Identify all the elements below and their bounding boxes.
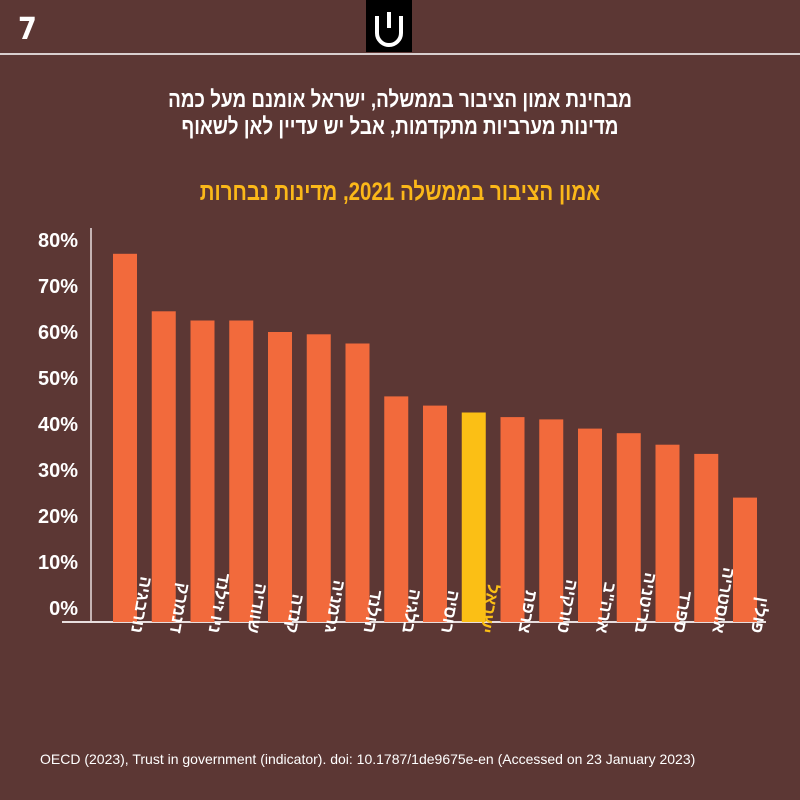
y-tick-label: 70%	[38, 276, 78, 298]
y-tick-label: 80%	[38, 230, 78, 252]
bar-0	[113, 253, 137, 623]
bar-11	[539, 419, 564, 622]
source-citation: OECD (2023), Trust in government (indica…	[40, 751, 696, 767]
chart-title: אמון הציבור בממשלה 2021, מדינות נבחרות	[199, 178, 601, 206]
y-tick-label: 50%	[38, 368, 78, 390]
bar-10	[500, 417, 525, 622]
y-tick-label: 60%	[38, 322, 78, 344]
bar-2	[190, 320, 215, 622]
bar-4	[268, 332, 292, 622]
y-tick-label: 40%	[38, 414, 78, 436]
page-number: 7	[18, 12, 37, 47]
y-tick-label: 0%	[49, 598, 78, 620]
headline: מבחינת אמון הציבור בממשלה, ישראל אומנם מ…	[72, 86, 728, 140]
headline-line-1: מבחינת אמון הציבור בממשלה, ישראל אומנם מ…	[168, 86, 632, 112]
bar-16	[733, 497, 757, 622]
bar-8	[423, 405, 447, 622]
header-divider	[0, 53, 800, 55]
bar-9	[461, 412, 486, 622]
bar-7	[384, 396, 409, 622]
logo-icon	[366, 0, 412, 52]
bar-3	[229, 320, 254, 622]
bar-14	[655, 444, 680, 622]
y-tick-label: 20%	[38, 506, 78, 528]
bar-6	[345, 343, 370, 622]
bar-5	[306, 334, 331, 622]
y-tick-label: 10%	[38, 552, 78, 574]
y-tick-label: 30%	[38, 460, 78, 482]
bar-1	[151, 311, 176, 622]
bar-15	[694, 453, 719, 622]
headline-line-2: מדינות מערביות מתקדמות, אבל יש עדיין לאן…	[181, 113, 619, 139]
bar-12	[578, 428, 602, 622]
bar-13	[616, 433, 641, 622]
